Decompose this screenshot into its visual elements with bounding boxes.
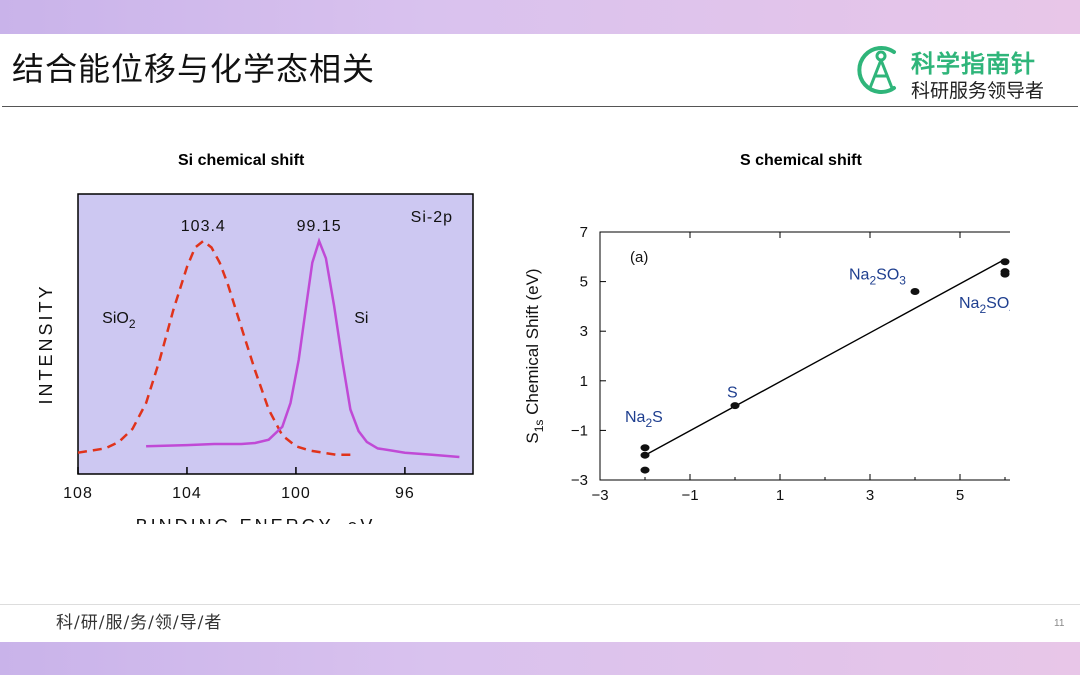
y-tick-label: −3	[571, 472, 588, 489]
page-title: 结合能位移与化学态相关	[12, 50, 376, 88]
logo: 科学指南针 科研服务领导者	[854, 42, 1074, 102]
logo-slogan: 科研服务领导者	[911, 80, 1045, 102]
logo-name: 科学指南针	[911, 50, 1036, 78]
data-point	[1000, 258, 1010, 266]
x-tick-label: 104	[172, 485, 202, 502]
plot-frame	[599, 231, 1010, 481]
page-number: 11	[1054, 618, 1065, 629]
footer-divider	[0, 604, 1080, 605]
s-chemical-shift-chart: −3−113577531−1−3(a)Na2SSNa2SO3Na2SO4Form…	[523, 224, 1010, 504]
x-tick-label: 1	[776, 487, 784, 504]
compound-label-na2so4: Na2SO4	[959, 295, 1010, 316]
x-axis-label: BINDING ENERGY, eV	[136, 516, 376, 524]
data-point	[640, 444, 650, 452]
y-tick-label: −1	[571, 422, 588, 439]
plot-area	[77, 193, 474, 475]
peak-label: 103.4	[181, 218, 226, 235]
compound-label-s: S	[727, 385, 738, 402]
y-tick-label: 5	[580, 274, 588, 291]
x-tick-label: 100	[281, 485, 311, 502]
series-line-si	[146, 237, 460, 459]
x-tick-label: 108	[63, 485, 93, 502]
s-chart-title: S chemical shift	[740, 152, 862, 169]
panel-label: Si-2p	[411, 209, 453, 226]
si-chart-title: Si chemical shift	[178, 152, 305, 169]
compound-label-na2so3: Na2SO3	[849, 267, 906, 288]
slide: 结合能位移与化学态相关 科学指南针 科研服务领导者 Si chemical sh…	[0, 34, 1080, 642]
y-axis-label: INTENSITY	[36, 283, 56, 404]
compound-label-na2s: Na2S	[625, 409, 663, 430]
x-tick-label: 5	[956, 487, 964, 504]
y-tick-label: 1	[580, 373, 588, 390]
x-tick-label: 3	[866, 487, 874, 504]
fit-line	[644, 258, 1006, 456]
data-point	[910, 288, 920, 296]
series-label-sio2: SiO2	[102, 310, 136, 331]
panel-label: (a)	[630, 249, 648, 266]
footer-slogan: 科/研/服/务/领/导/者	[56, 613, 223, 633]
y-tick-label: 7	[580, 224, 588, 241]
data-point	[640, 451, 650, 459]
series-label-si: Si	[354, 310, 368, 327]
y-tick-label: 3	[580, 323, 588, 340]
x-tick-label: −1	[681, 487, 698, 504]
data-point	[730, 402, 740, 410]
series-line-sio2	[77, 239, 351, 457]
si-chemical-shift-chart: 103.4 99.15 SiO2 Si Si-2p 108 104 100 96 BINDING …	[36, 193, 474, 524]
data-point	[640, 466, 650, 474]
compass-icon	[857, 46, 896, 94]
data-point	[1000, 268, 1010, 276]
x-tick-label: 96	[395, 485, 415, 502]
peak-label: 99.15	[297, 218, 342, 235]
y-axis-label: S1s Chemical Shift (eV)	[523, 268, 546, 443]
title-bar: 结合能位移与化学态相关 科学指南针 科研服务领导者	[2, 34, 1078, 107]
x-tick-label: −3	[591, 487, 608, 504]
